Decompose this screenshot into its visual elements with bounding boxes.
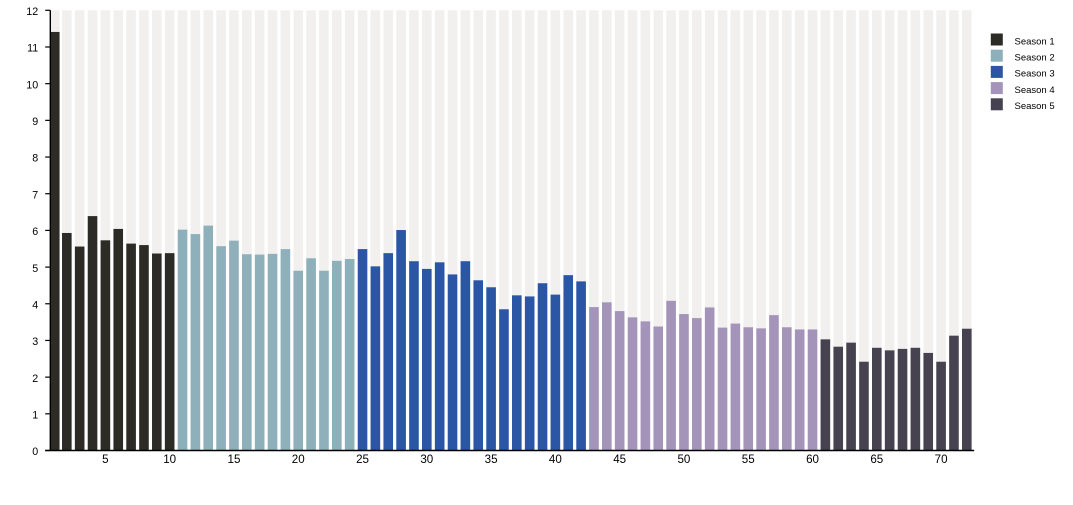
svg-text:12: 12 (26, 6, 38, 18)
svg-text:20: 20 (292, 453, 305, 466)
svg-text:40: 40 (549, 453, 562, 466)
svg-text:10: 10 (163, 453, 176, 466)
svg-text:5: 5 (102, 453, 108, 466)
svg-text:0: 0 (32, 446, 38, 458)
svg-text:8: 8 (32, 153, 38, 165)
svg-text:35: 35 (485, 453, 498, 466)
svg-text:Season 3: Season 3 (1015, 69, 1055, 80)
svg-text:10: 10 (26, 79, 38, 91)
svg-text:6: 6 (32, 226, 38, 238)
svg-text:55: 55 (742, 453, 755, 466)
svg-text:11: 11 (27, 43, 38, 55)
svg-text:Season 4: Season 4 (1015, 85, 1055, 96)
svg-text:65: 65 (870, 453, 883, 466)
svg-text:30: 30 (420, 453, 433, 466)
svg-text:Season 5: Season 5 (1015, 101, 1055, 112)
svg-text:50: 50 (677, 453, 690, 466)
svg-text:15: 15 (228, 453, 241, 466)
svg-text:5: 5 (32, 263, 38, 275)
svg-text:45: 45 (613, 453, 626, 466)
svg-text:3: 3 (32, 336, 38, 348)
svg-text:25: 25 (356, 453, 369, 466)
svg-text:2: 2 (32, 373, 38, 385)
svg-text:4: 4 (32, 299, 38, 311)
svg-text:70: 70 (935, 453, 948, 466)
svg-text:1: 1 (32, 410, 38, 422)
svg-text:60: 60 (806, 453, 819, 466)
svg-text:Season 1: Season 1 (1015, 36, 1055, 47)
svg-text:7: 7 (32, 189, 38, 201)
svg-text:9: 9 (32, 116, 38, 128)
svg-text:Season 2: Season 2 (1015, 53, 1055, 64)
